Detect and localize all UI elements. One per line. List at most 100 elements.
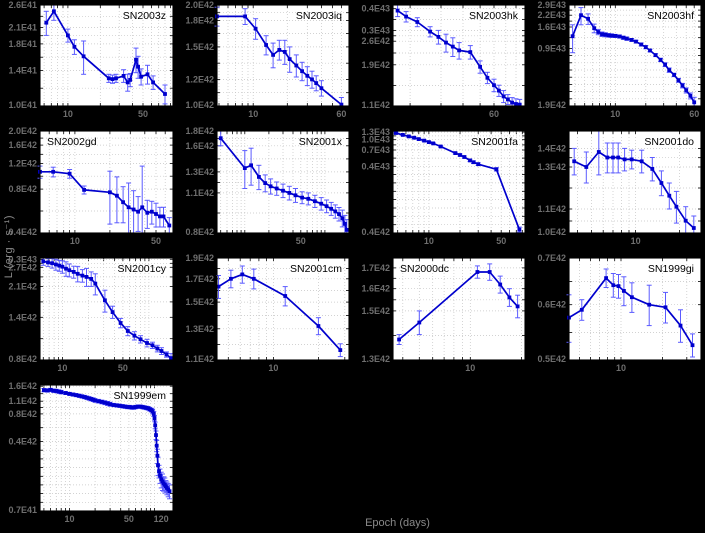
svg-text:1.3E43: 1.3E43 [361, 127, 390, 137]
svg-text:SN2001x: SN2001x [299, 136, 343, 148]
svg-text:50: 50 [124, 514, 134, 524]
svg-text:10: 10 [63, 109, 73, 119]
svg-text:2.1E41: 2.1E41 [8, 23, 37, 33]
svg-text:2.1E42: 2.1E42 [8, 281, 37, 291]
sn2001cm-light-curve-chart: 1.9E42 1.7E42 1.5E42 1.3E42 1.1E42 10 SN2001cm [185, 253, 350, 373]
svg-text:1.1E42: 1.1E42 [185, 354, 214, 364]
svg-text:60: 60 [689, 109, 699, 119]
svg-text:1.0E41: 1.0E41 [8, 100, 37, 110]
svg-text:SN2000dc: SN2000dc [400, 263, 449, 275]
svg-text:60: 60 [489, 109, 499, 119]
svg-text:120: 120 [154, 514, 169, 524]
svg-text:0.7E42: 0.7E42 [537, 253, 566, 263]
svg-text:0.3E43: 0.3E43 [8, 254, 37, 264]
svg-text:0.3E43: 0.3E43 [361, 25, 390, 35]
svg-text:0.4E42: 0.4E42 [8, 227, 37, 237]
panel-sn2001do: 1.4E42 1.3E42 1.1E42 1.0E42 10 SN2001do [529, 126, 705, 253]
sn2003z-light-curve-chart: 2.6E41 2.1E41 1.8E41 1.4E41 1.0E41 10 50 SN2003… [8, 0, 174, 119]
svg-text:50: 50 [496, 236, 506, 246]
svg-text:10: 10 [424, 236, 434, 246]
svg-text:2.2E43: 2.2E43 [537, 10, 566, 20]
svg-text:1.5E42: 1.5E42 [185, 297, 214, 307]
svg-text:2.7E42: 2.7E42 [8, 262, 37, 272]
svg-text:0.5E42: 0.5E42 [537, 354, 566, 364]
svg-text:SN2003iq: SN2003iq [296, 10, 342, 22]
svg-text:1.1E42: 1.1E42 [537, 204, 566, 214]
svg-text:10: 10 [70, 236, 80, 246]
panel-sn1999gi: 0.7E42 0.6E42 0.5E42 10 SN1999gi [529, 253, 705, 380]
svg-text:SN2003hk: SN2003hk [469, 10, 519, 22]
svg-text:SN2001do: SN2001do [644, 136, 694, 148]
svg-text:SN1999em: SN1999em [113, 390, 166, 402]
panel-sn2001x: 1.8E42 1.6E42 1.3E42 1.1E42 0.8E42 50 SN2001x [177, 126, 353, 253]
sn1999em-light-curve-chart: 1.6E42 1.1E42 0.8E42 0.4E42 0.7E41 10 50 120 SN1… [8, 381, 174, 524]
svg-text:1.9E42: 1.9E42 [361, 60, 390, 70]
svg-text:1.6E42: 1.6E42 [185, 141, 214, 151]
svg-text:SN2001fa: SN2001fa [471, 136, 518, 148]
svg-text:2.0E42: 2.0E42 [185, 0, 214, 10]
svg-text:10: 10 [610, 109, 620, 119]
svg-text:10: 10 [64, 514, 74, 524]
svg-text:1.9E42: 1.9E42 [537, 100, 566, 110]
svg-text:0.9E43: 0.9E43 [537, 43, 566, 53]
svg-text:SN2001cm: SN2001cm [290, 263, 342, 275]
svg-text:SN2001cy: SN2001cy [118, 263, 167, 275]
svg-text:1.6E43: 1.6E43 [537, 22, 566, 32]
svg-text:2.6E42: 2.6E42 [361, 36, 390, 46]
panel-sn2001cy: 0.3E43 2.7E42 2.1E42 1.4E42 0.8E42 10 50 SN2001… [0, 253, 177, 380]
svg-text:0.4E43: 0.4E43 [361, 161, 390, 171]
svg-text:0.8E42: 0.8E42 [185, 227, 214, 237]
svg-text:1.8E41: 1.8E41 [8, 39, 37, 49]
svg-text:1.7E42: 1.7E42 [185, 274, 214, 284]
svg-text:0.8E42: 0.8E42 [8, 409, 37, 419]
svg-text:0.7E43: 0.7E43 [361, 145, 390, 155]
svg-text:10: 10 [268, 363, 278, 373]
panel-sn2003z: 2.6E41 2.1E41 1.8E41 1.4E41 1.0E41 10 50 SN2003… [0, 0, 177, 126]
sn2000dc-light-curve-chart: 1.7E42 1.6E42 1.5E42 1.3E42 10 SN2000dc [361, 257, 526, 373]
svg-text:SN2003hf: SN2003hf [647, 10, 694, 22]
svg-text:0.6E42: 0.6E42 [537, 300, 566, 310]
svg-text:2.0E42: 2.0E42 [8, 126, 37, 136]
svg-text:10: 10 [631, 236, 641, 246]
svg-text:0.4E43: 0.4E43 [361, 4, 390, 14]
svg-text:1.6E42: 1.6E42 [8, 140, 37, 150]
svg-text:1.8E42: 1.8E42 [185, 15, 214, 25]
svg-text:50: 50 [296, 236, 306, 246]
svg-text:1.6E42: 1.6E42 [361, 284, 390, 294]
x-axis-label: Epoch (days) [365, 517, 430, 529]
sn1999gi-light-curve-chart: 0.7E42 0.6E42 0.5E42 10 SN1999gi [537, 253, 702, 373]
svg-text:0.4E42: 0.4E42 [8, 437, 37, 447]
svg-text:1.7E42: 1.7E42 [361, 263, 390, 273]
svg-text:2.9E43: 2.9E43 [537, 0, 566, 10]
svg-text:SN2002gd: SN2002gd [47, 136, 97, 148]
svg-text:1.3E42: 1.3E42 [361, 354, 390, 364]
svg-text:1.8E42: 1.8E42 [185, 126, 214, 136]
svg-text:SN2003z: SN2003z [123, 10, 166, 22]
svg-text:1.1E42: 1.1E42 [185, 188, 214, 198]
svg-text:1.5E42: 1.5E42 [361, 306, 390, 316]
svg-text:1.4E42: 1.4E42 [537, 143, 566, 153]
svg-text:1.0E42: 1.0E42 [185, 100, 214, 110]
panel-sn2003hk: 0.4E43 0.3E43 2.6E42 1.9E42 1.1E42 60 SN2003hk [353, 0, 529, 126]
svg-text:1.3E42: 1.3E42 [537, 162, 566, 172]
svg-text:0.7E41: 0.7E41 [8, 505, 37, 515]
panel-sn2001cm: 1.9E42 1.7E42 1.5E42 1.3E42 1.1E42 10 SN2001cm [177, 253, 353, 380]
sn2003iq-light-curve-chart: 2.0E42 1.8E42 1.5E42 1.2E42 1.0E42 10 60 SN2003… [185, 0, 350, 119]
svg-text:10: 10 [248, 109, 258, 119]
panel-sn1999em: 1.6E42 1.1E42 0.8E42 0.4E42 0.7E41 10 50 120 SN1… [0, 380, 177, 533]
svg-text:50: 50 [151, 236, 161, 246]
svg-text:60: 60 [336, 109, 346, 119]
panel-sn2002gd: 2.0E42 1.6E42 1.2E42 0.8E42 0.4E42 10 50 SN2002… [0, 126, 177, 253]
sn2002gd-light-curve-chart: 2.0E42 1.6E42 1.2E42 0.8E42 0.4E42 10 50 SN2002… [8, 126, 174, 246]
svg-text:0.8E42: 0.8E42 [8, 354, 37, 364]
sn2001do-light-curve-chart: 1.4E42 1.3E42 1.1E42 1.0E42 10 SN2001do [537, 130, 702, 246]
svg-text:1.0E43: 1.0E43 [361, 135, 390, 145]
svg-text:1.9E42: 1.9E42 [185, 253, 214, 263]
svg-text:10: 10 [465, 363, 475, 373]
panel-sn2001fa: 1.3E43 1.0E43 0.7E43 0.4E43 0.4E42 10 50 SN2001… [353, 126, 529, 253]
